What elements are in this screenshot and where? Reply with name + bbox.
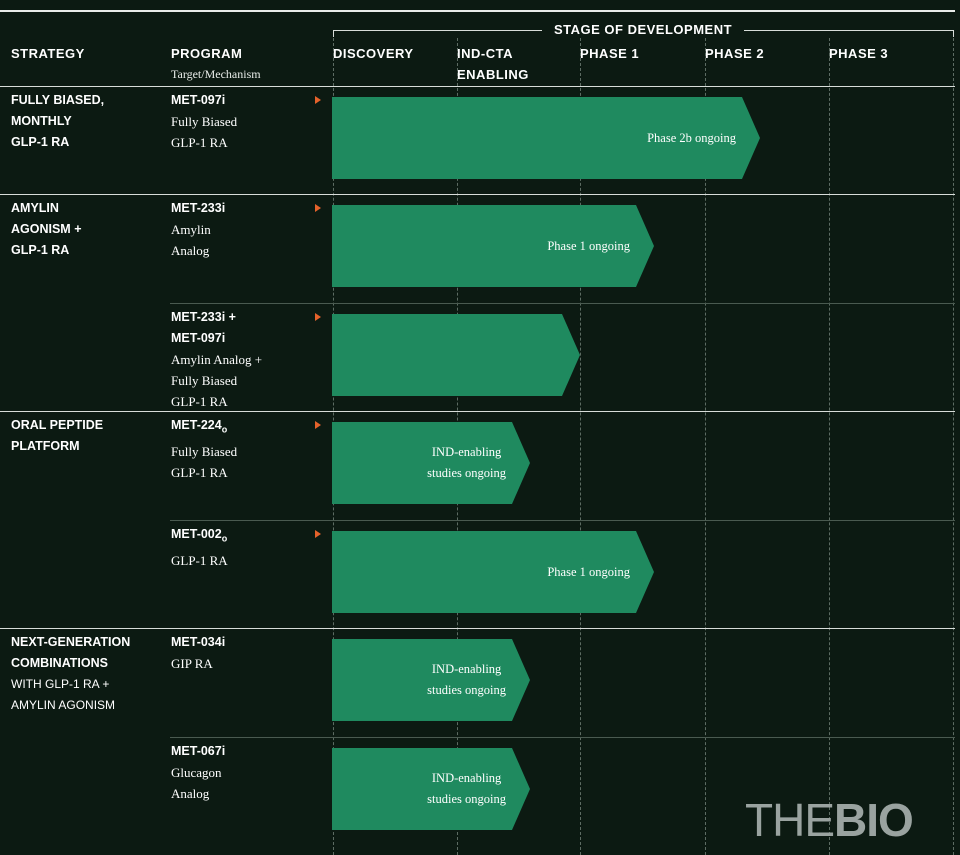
program-header: PROGRAM bbox=[171, 46, 243, 61]
progress-bar-met-067i: IND-enabling studies ongoing bbox=[332, 748, 530, 830]
section-divider bbox=[0, 628, 955, 629]
row-divider bbox=[170, 303, 955, 304]
program-met-233i-met-097i: MET-233i + MET-097i Amylin Analog + Fully … bbox=[171, 310, 263, 409]
strategy-fully-biased: FULLY BIASED, MONTHLY GLP-1 RA bbox=[11, 93, 105, 149]
section-divider bbox=[0, 86, 955, 87]
section-divider bbox=[0, 194, 955, 195]
stage-phase-2: PHASE 2 bbox=[705, 46, 765, 61]
gridline-phase-3 bbox=[829, 38, 830, 855]
program-subheader: Target/Mechanism bbox=[171, 67, 261, 81]
strategy-header: STRATEGY bbox=[11, 46, 85, 61]
progress-bar-met-097i: Phase 2b ongoing bbox=[332, 97, 760, 179]
logo: THEBIO bbox=[745, 794, 914, 846]
stage-discovery: DISCOVERY bbox=[333, 46, 414, 61]
strategy-amylin-agonism: AMYLIN AGONISM + GLP-1 RA bbox=[11, 201, 82, 257]
stage-enabling: ENABLING bbox=[457, 67, 529, 82]
row-divider bbox=[170, 520, 955, 521]
progress-bar-met-233i: Phase 1 ongoing bbox=[332, 205, 654, 287]
strategy-next-generation: NEXT-GENERATION COMBINATIONS WITH GLP-1 R… bbox=[11, 635, 131, 712]
gridline-end bbox=[953, 38, 954, 855]
gridline-phase-1 bbox=[580, 38, 581, 855]
stage-phase-3: PHASE 3 bbox=[829, 46, 889, 61]
program-marker-icon bbox=[315, 96, 321, 104]
strategy-oral-peptide: ORAL PEPTIDE PLATFORM bbox=[11, 418, 104, 453]
program-marker-icon bbox=[315, 313, 321, 321]
stage-phase-1: PHASE 1 bbox=[580, 46, 640, 61]
program-met-067i: MET-067i Glucagon Analog bbox=[171, 744, 226, 801]
progress-bar-met-034i: IND-enabling studies ongoing bbox=[332, 639, 530, 721]
program-met-034i: MET-034i GIP RA bbox=[171, 635, 226, 671]
progress-bar-met-233i-met-097i bbox=[332, 314, 580, 396]
program-marker-icon bbox=[315, 204, 321, 212]
program-met-002o: MET-002o GLP-1 RA bbox=[171, 527, 228, 568]
progress-bar-met-224o: IND-enabling studies ongoing bbox=[332, 422, 530, 504]
gridline-phase-2 bbox=[705, 38, 706, 855]
program-met-224o: MET-224o Fully Biased GLP-1 RA bbox=[171, 418, 238, 480]
top-rule bbox=[0, 10, 955, 12]
program-met-097i: MET-097i Fully Biased GLP-1 RA bbox=[171, 93, 238, 150]
stage-title: STAGE OF DEVELOPMENT bbox=[333, 22, 953, 37]
program-met-233i: MET-233i Amylin Analog bbox=[171, 201, 226, 258]
section-divider bbox=[0, 411, 955, 412]
progress-bar-met-002o: Phase 1 ongoing bbox=[332, 531, 654, 613]
program-marker-icon bbox=[315, 530, 321, 538]
program-marker-icon bbox=[315, 421, 321, 429]
stage-ind-cta: IND-CTA bbox=[457, 46, 513, 61]
row-divider bbox=[170, 737, 955, 738]
